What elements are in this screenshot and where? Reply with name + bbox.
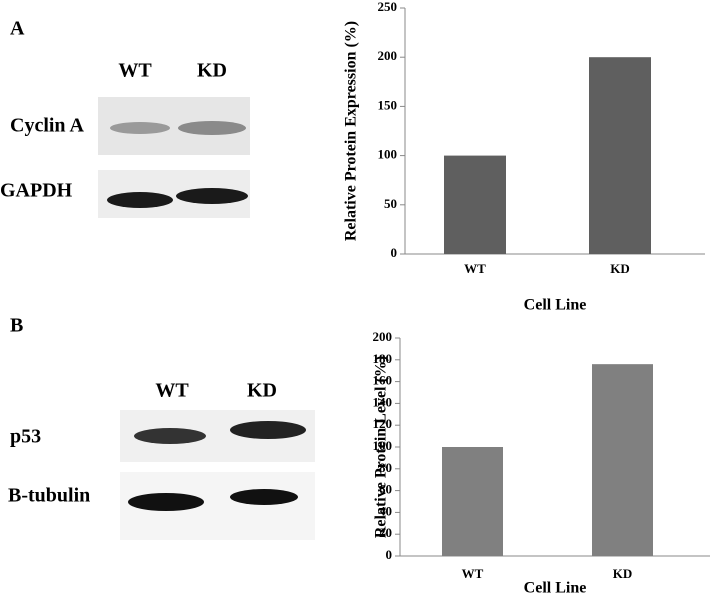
y-tick-label: 250 bbox=[378, 0, 398, 14]
y-tick-label: 150 bbox=[378, 97, 398, 112]
lane-label: KD bbox=[247, 380, 277, 402]
x-tick-label: WT bbox=[464, 261, 486, 276]
blot-image bbox=[98, 97, 250, 218]
y-tick-label: 200 bbox=[378, 48, 398, 63]
bar bbox=[589, 57, 651, 255]
blot-row-label: p53 bbox=[10, 426, 41, 448]
x-tick-label: KD bbox=[610, 261, 630, 276]
y-tick-label: 100 bbox=[378, 147, 398, 162]
y-tick-label: 180 bbox=[373, 351, 393, 366]
bar bbox=[592, 364, 653, 556]
panel-label: B bbox=[10, 315, 23, 337]
y-tick-label: 200 bbox=[373, 329, 393, 344]
y-axis-title: Relative Protein Level (%) bbox=[373, 356, 390, 538]
y-tick-label: 80 bbox=[379, 460, 392, 475]
lane-label: WT bbox=[118, 60, 152, 82]
y-tick-label: 0 bbox=[391, 245, 398, 260]
y-tick-label: 160 bbox=[373, 373, 393, 388]
x-axis-title: Cell Line bbox=[524, 297, 587, 314]
x-axis-title: Cell Line bbox=[524, 580, 587, 597]
y-tick-label: 0 bbox=[386, 547, 393, 562]
y-tick-label: 40 bbox=[379, 503, 392, 518]
y-tick-label: 100 bbox=[373, 438, 393, 453]
x-tick-label: WT bbox=[462, 566, 484, 581]
y-tick-label: 60 bbox=[379, 482, 392, 497]
lane-label: WT bbox=[155, 380, 189, 402]
blot-image bbox=[120, 410, 315, 540]
y-tick-label: 20 bbox=[379, 525, 392, 540]
y-tick-label: 50 bbox=[384, 196, 397, 211]
blot-row-label: Cyclin A bbox=[10, 115, 84, 137]
blot-row-label: GAPDH bbox=[0, 180, 73, 202]
panel-label: A bbox=[10, 18, 25, 40]
blot-row-label: B-tubulin bbox=[8, 485, 90, 507]
x-tick-label: KD bbox=[613, 566, 633, 581]
bar bbox=[442, 447, 503, 556]
lane-label: KD bbox=[197, 60, 227, 82]
y-axis-title: Relative Protein Expression (%) bbox=[343, 21, 360, 241]
y-tick-label: 120 bbox=[373, 416, 393, 431]
bar bbox=[444, 155, 506, 254]
y-tick-label: 140 bbox=[373, 394, 393, 409]
